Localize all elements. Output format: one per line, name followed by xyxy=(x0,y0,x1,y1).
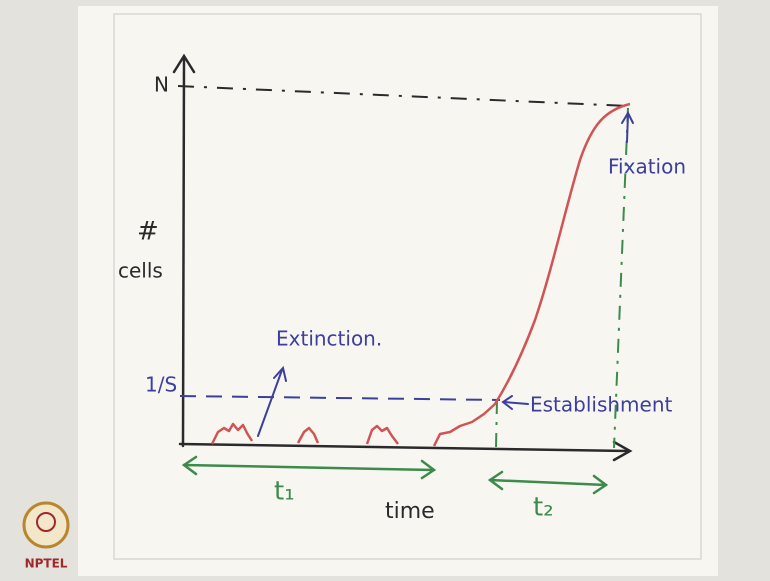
diagram: N # cells 1/S Extinction. Establishment … xyxy=(0,0,770,581)
logo-wheel xyxy=(24,503,68,547)
fixation-arrow xyxy=(627,114,628,142)
interval-first-label: t₁ xyxy=(274,477,295,507)
y-label-symbol: # xyxy=(137,217,159,247)
level-top-label: N xyxy=(154,73,169,97)
x-label: time xyxy=(385,499,435,524)
annotation-establishment: Establishment xyxy=(530,393,673,417)
guide-establishment xyxy=(496,400,497,448)
y-label: cells xyxy=(118,259,163,283)
level-threshold-label: 1/S xyxy=(145,373,177,397)
paper xyxy=(78,6,718,576)
interval-second-label: t₂ xyxy=(533,493,554,523)
logo-text: NPTEL xyxy=(25,557,68,571)
annotation-fixation: Fixation xyxy=(608,155,686,179)
y-axis xyxy=(183,58,184,446)
annotation-extinction: Extinction. xyxy=(276,327,382,351)
logo: NPTEL xyxy=(24,503,68,571)
